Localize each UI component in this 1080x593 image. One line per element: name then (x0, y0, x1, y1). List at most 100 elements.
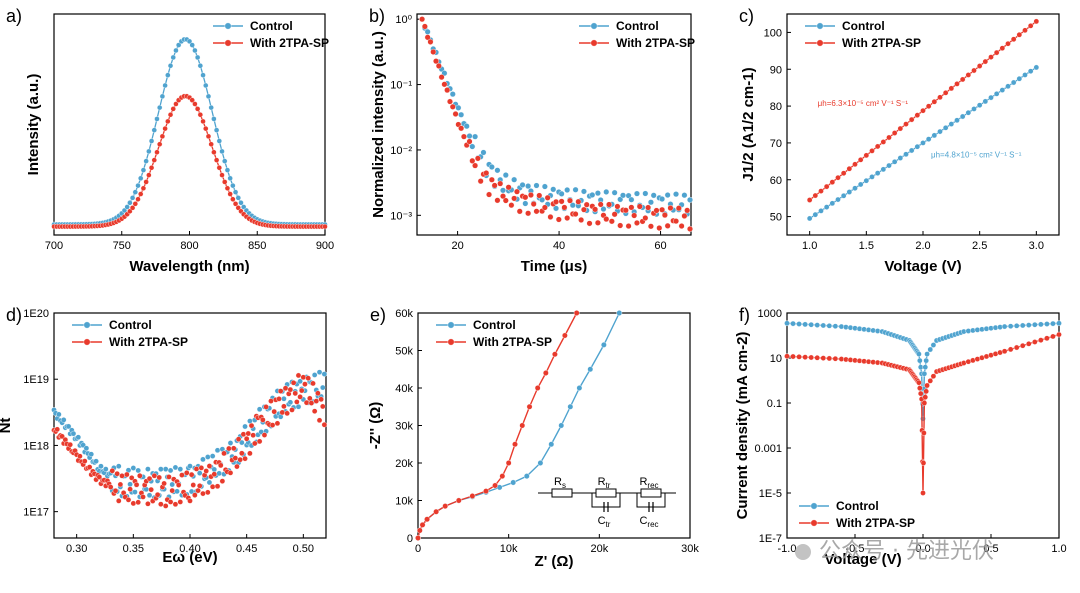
y-tick-label: 0.1 (767, 398, 782, 410)
data-point (287, 386, 294, 393)
data-point (869, 148, 875, 154)
equivalent-circuit: Rs Rtr Rrec Ctr Crec (538, 476, 676, 529)
data-point (205, 489, 211, 496)
data-point (494, 197, 501, 204)
data-point (553, 205, 560, 212)
data-point (1056, 331, 1062, 338)
data-point (260, 417, 266, 423)
legend-label: Control (616, 19, 659, 33)
data-point (566, 197, 573, 204)
data-point (553, 198, 560, 205)
data-point (922, 394, 929, 400)
data-point (161, 480, 167, 487)
data-point (954, 117, 960, 124)
legend-label: Control (842, 19, 885, 33)
data-point (316, 417, 323, 424)
data-point (292, 390, 299, 397)
resistor (595, 488, 617, 498)
data-point (424, 34, 431, 41)
data-point (480, 149, 487, 156)
data-point (156, 474, 163, 481)
data-point (125, 497, 132, 503)
data-point (1013, 323, 1020, 329)
data-point (230, 445, 237, 452)
y-tick-label: 10⁻³ (390, 210, 412, 222)
data-point (533, 208, 540, 215)
legend-label: With 2TPA-SP (836, 516, 915, 530)
data-point (173, 47, 179, 54)
data-point (148, 165, 155, 171)
data-point (993, 49, 1000, 56)
x-tick-label: 0.45 (236, 543, 257, 555)
data-point (583, 201, 590, 208)
data-point (802, 354, 808, 360)
data-point (200, 456, 206, 463)
data-point (251, 440, 258, 447)
data-point (948, 121, 955, 127)
data-point (931, 98, 938, 105)
data-point (145, 466, 151, 472)
data-point (211, 466, 218, 473)
y-tick-label: 10 (770, 353, 782, 365)
data-point (129, 205, 136, 211)
data-point (460, 133, 467, 140)
data-point (616, 310, 623, 316)
data-point (552, 351, 558, 358)
data-point (245, 430, 252, 437)
data-point (166, 474, 172, 480)
data-point (224, 185, 231, 191)
data-point (499, 473, 506, 480)
data-point (438, 74, 445, 81)
data-point (109, 467, 116, 474)
data-point (1033, 18, 1040, 25)
data-point (452, 110, 459, 117)
data-point (137, 472, 143, 479)
data-point (673, 191, 680, 198)
data-point (578, 216, 585, 223)
data-point (421, 23, 428, 30)
x-tick-label: 2.5 (972, 240, 987, 252)
data-point (633, 219, 640, 226)
data-point (642, 190, 649, 197)
data-point (1005, 83, 1011, 90)
y-tick-label: 1E19 (23, 374, 49, 386)
data-point (206, 463, 213, 469)
data-point (240, 204, 247, 210)
data-point (227, 191, 233, 197)
panel-label: a) (6, 6, 22, 26)
y-axis-title: Current density (mA cm-2) (734, 332, 751, 520)
y-tick-label: 90 (770, 64, 782, 76)
data-point (784, 320, 790, 327)
data-point (159, 93, 166, 100)
panel-1: a) 700 750 800 850 900 Control With 2TPA-SP Wave… (6, 6, 334, 275)
data-point (675, 205, 682, 212)
data-point (217, 462, 224, 469)
data-point (419, 16, 426, 23)
data-point (592, 206, 599, 213)
data-point (526, 403, 533, 410)
data-point (572, 211, 579, 218)
data-point (647, 199, 654, 206)
data-point (130, 500, 137, 507)
data-point (148, 486, 154, 493)
panel-label: f) (739, 305, 750, 325)
data-point (200, 72, 206, 78)
data-point (237, 456, 243, 463)
data-point (124, 204, 130, 210)
plot-frame (416, 13, 692, 236)
data-point (250, 432, 256, 439)
capacitor-label: Crec (639, 515, 658, 529)
x-tick-label: 0.35 (123, 543, 144, 555)
data-point (897, 125, 904, 132)
x-tick-label: 850 (248, 240, 266, 252)
data-point (575, 198, 582, 205)
data-point (121, 207, 128, 214)
y-tick-label: 60k (395, 308, 413, 320)
data-point (424, 516, 430, 523)
legend-label: With 2TPA-SP (109, 335, 188, 349)
data-point (297, 378, 303, 385)
data-point (98, 463, 104, 470)
data-point (891, 158, 898, 165)
data-point (525, 210, 532, 217)
data-point (686, 225, 693, 232)
